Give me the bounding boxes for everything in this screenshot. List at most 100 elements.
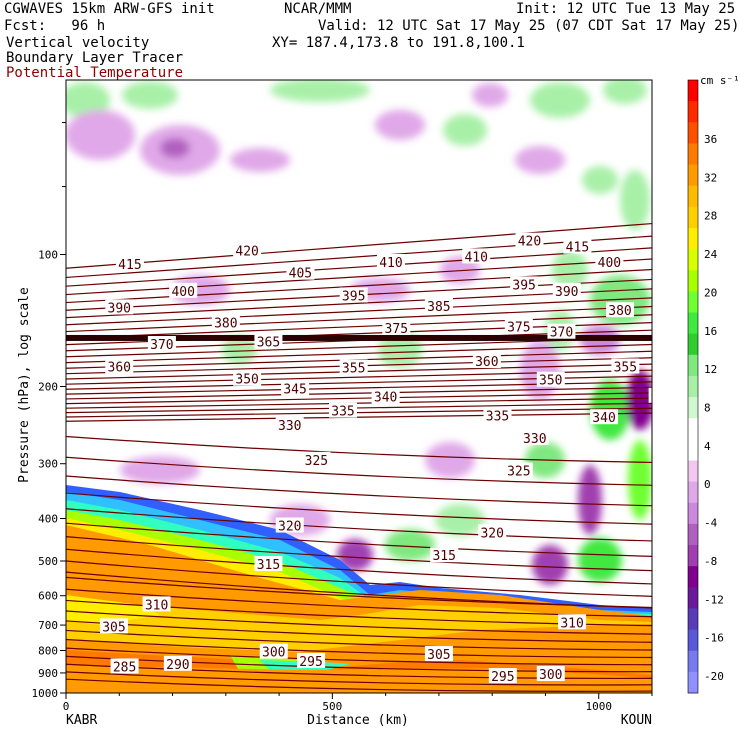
contour-label-bg xyxy=(510,276,539,292)
contour-label: 350 xyxy=(235,373,258,388)
theta-contour xyxy=(66,560,652,597)
contour-label-bg xyxy=(488,668,517,684)
contour-label: 290 xyxy=(166,658,189,673)
contour-label-bg xyxy=(142,596,171,612)
init-time: Init: 12 UTC Tue 13 May 25 xyxy=(516,1,736,17)
colorbar-segment xyxy=(688,354,698,377)
contour-label: 390 xyxy=(555,285,578,300)
colorbar-segment xyxy=(688,227,698,250)
contour-label: 345 xyxy=(651,390,674,405)
colorbar-segment xyxy=(688,101,698,123)
contour-label-bg xyxy=(105,299,134,315)
theta-contour xyxy=(66,297,652,326)
field-boundary-layer-tracer: Boundary Layer Tracer xyxy=(6,50,184,66)
contour-label-bg xyxy=(552,282,581,298)
contour-label-bg xyxy=(424,646,453,662)
colorbar-unit: cm s⁻¹ xyxy=(700,74,740,87)
colorbar-segment xyxy=(688,185,698,208)
contour-label-bg xyxy=(275,417,304,433)
colorbar-level: 20 xyxy=(704,286,717,299)
contour-label-bg xyxy=(536,371,565,387)
y-tick-label: 200 xyxy=(38,381,58,394)
y-tick-label: 700 xyxy=(38,619,58,632)
contour-label-bg xyxy=(590,409,619,425)
contour-label: 355 xyxy=(614,360,637,375)
colorbar-level: 32 xyxy=(704,171,717,184)
theta-contour xyxy=(66,522,652,557)
contour-label-bg xyxy=(382,319,411,335)
vertical-velocity-field xyxy=(66,80,652,585)
theta-contour xyxy=(66,536,652,572)
y-tick-label: 400 xyxy=(38,513,58,526)
colorbar-frame xyxy=(687,79,699,694)
colorbar-segment xyxy=(688,481,698,504)
theta-contour xyxy=(66,655,652,673)
valid-time: Valid: 12 UTC Sat 17 May 25 (07 CDT Sat … xyxy=(318,18,740,34)
contour-label: 420 xyxy=(518,235,541,250)
contour-label: 295 xyxy=(491,670,514,685)
contour-label-bg xyxy=(424,297,453,313)
theta-contour xyxy=(66,571,652,609)
contour-label: 320 xyxy=(480,526,503,541)
contour-label: 315 xyxy=(432,549,455,564)
contour-label-bg xyxy=(547,323,576,339)
colorbar-segment xyxy=(688,650,698,673)
contour-label-bg xyxy=(254,333,283,349)
theta-contour xyxy=(66,678,652,692)
contour-label: 335 xyxy=(486,410,509,425)
contour-label: 380 xyxy=(214,317,237,332)
contour-label-bg xyxy=(281,380,310,396)
theta-contour xyxy=(66,369,652,385)
contour-label-bg xyxy=(297,652,326,668)
colorbar-segment xyxy=(688,397,698,419)
contour-label-bg xyxy=(606,302,635,318)
contour-label: 395 xyxy=(342,289,365,304)
theta-contour xyxy=(66,258,652,296)
contour-label-bg xyxy=(504,462,533,478)
colorbar-segment xyxy=(688,460,698,483)
colorbar-segment xyxy=(688,333,698,356)
contour-label-bg xyxy=(259,643,288,659)
colorbar-segment xyxy=(688,545,698,567)
colorbar-level: 8 xyxy=(704,402,711,415)
contour-label: 415 xyxy=(566,241,589,256)
contour-label: 340 xyxy=(592,411,615,426)
contour-label: 410 xyxy=(379,256,402,271)
y-tick-label: 900 xyxy=(38,667,58,680)
colorbar-level: 36 xyxy=(704,133,717,146)
contour-label-bg xyxy=(558,614,587,630)
contour-label-bg xyxy=(163,655,192,671)
contour-label: 370 xyxy=(550,326,573,341)
theta-contour xyxy=(66,610,652,635)
colorbar-level: 28 xyxy=(704,210,717,223)
y-tick-label: 300 xyxy=(38,458,58,471)
cross-section-coords: XY= 187.4,173.8 to 191.8,100.1 xyxy=(272,35,525,51)
contour-label: 325 xyxy=(507,465,530,480)
contour-label-bg xyxy=(478,524,507,540)
contour-label-bg xyxy=(339,287,368,303)
contour-label-bg xyxy=(536,665,565,681)
forecast-hour: Fcst: 96 h xyxy=(4,18,106,34)
x-tick-label: 1000 xyxy=(585,700,612,713)
y-tick-label: 100 xyxy=(38,248,58,261)
y-tick-label: 800 xyxy=(38,645,58,658)
axis-ticks: 0 500 1000 100 200 300 400 500 600 700 800 900 1000 xyxy=(32,121,653,713)
contour-label-bg xyxy=(286,264,315,280)
contour-label: 365 xyxy=(257,336,280,351)
theta-contour xyxy=(66,222,652,269)
contour-label: 385 xyxy=(427,300,450,315)
contour-label: 300 xyxy=(539,668,562,683)
contour-label-bg xyxy=(472,353,501,369)
theta-contour xyxy=(66,663,652,680)
contour-label: 305 xyxy=(427,648,450,663)
theta-contour xyxy=(66,492,652,525)
contour-label-bg xyxy=(611,358,640,374)
theta-contour xyxy=(66,435,652,464)
contour-label-bg xyxy=(99,618,128,634)
left-station: KABR xyxy=(66,713,97,728)
colorbar-segment xyxy=(688,291,698,314)
model-title: CGWAVES 15km ARW-GFS init xyxy=(4,1,215,17)
colorbar-segment xyxy=(688,164,698,187)
contour-label-bg xyxy=(233,370,262,386)
colorbar-level: -20 xyxy=(704,670,724,683)
